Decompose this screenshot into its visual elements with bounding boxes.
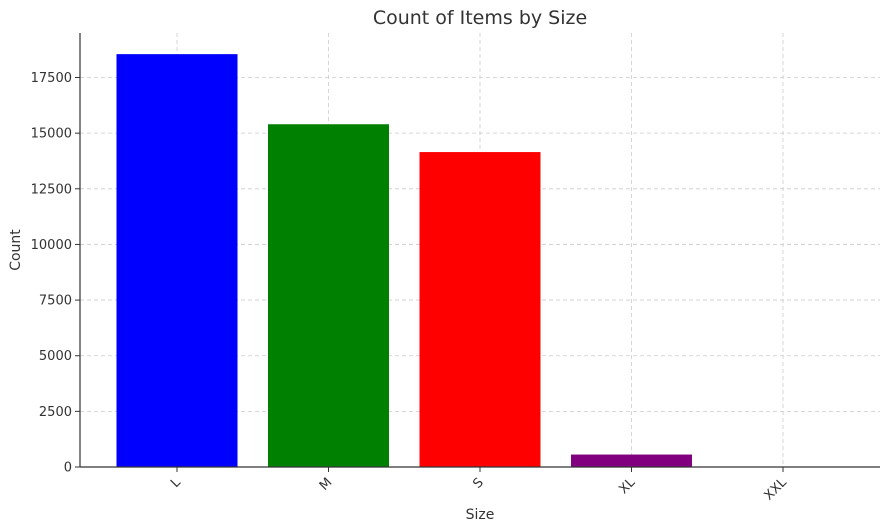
y-tick-label: 0 [64,461,72,476]
x-tick-label: XXL [761,475,790,504]
bars [116,54,844,468]
bar-m [268,124,389,467]
y-ticks: 0 2500 5000 7500 10000 12500 15000 17500 [31,71,80,476]
x-axis-label: Size [466,507,495,523]
x-tick-label: M [317,475,336,494]
x-tick-label: L [168,475,184,491]
y-tick-label: 17500 [31,71,72,86]
y-tick-label: 15000 [31,127,72,142]
y-tick-label: 10000 [31,238,72,253]
bar-xl [571,454,692,467]
y-tick-label: 5000 [39,349,72,364]
y-tick-label: 12500 [31,182,72,197]
y-axis-label: Count [8,229,24,271]
bar-l [116,54,238,468]
y-tick-label: 7500 [39,294,72,309]
x-tick-label: S [470,475,486,491]
y-tick-label: 2500 [39,405,72,420]
x-tick-label: XL [616,475,639,498]
x-ticks: L M S XL XXL [168,467,790,504]
bar-s [419,152,541,468]
chart-title: Count of Items by Size [373,7,587,29]
